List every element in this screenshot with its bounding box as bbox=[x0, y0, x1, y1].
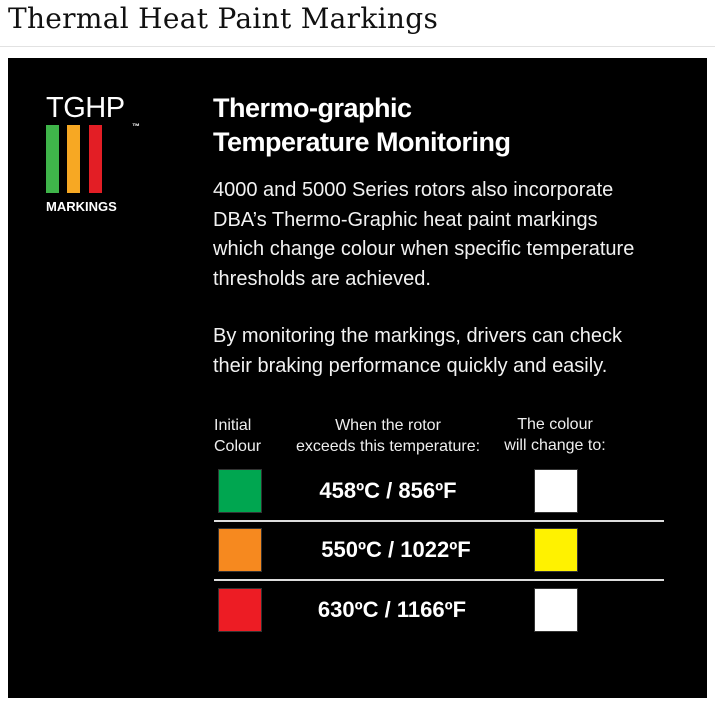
temperature-threshold: 550ºC / 1022ºF bbox=[321, 537, 471, 562]
new-colour-swatch bbox=[534, 469, 578, 513]
logo-bar-green bbox=[46, 125, 59, 193]
header-line: Colour bbox=[214, 438, 262, 455]
tghp-infographic: TGHP ™ MARKINGS Thermo-graphic Temperatu… bbox=[8, 58, 707, 698]
text-line: By monitoring the markings, drivers can … bbox=[213, 325, 623, 347]
header-line: When the rotor bbox=[335, 417, 441, 434]
trademark: ™ bbox=[132, 122, 140, 131]
header-initial-colour: Initial Colour bbox=[214, 415, 261, 457]
text-line: thresholds are achieved. bbox=[213, 267, 431, 290]
header-line: will change to: bbox=[504, 437, 606, 454]
logo-bar-orange bbox=[67, 125, 80, 193]
paragraph-2: By monitoring the markings, drivers can … bbox=[213, 322, 622, 381]
logo-subtitle: MARKINGS bbox=[46, 199, 117, 214]
temperature-threshold: 458ºC / 856ºF bbox=[319, 478, 457, 503]
row-divider bbox=[214, 579, 664, 581]
heading: Thermo-graphic Temperature Monitoring bbox=[213, 91, 511, 159]
initial-colour-swatch bbox=[218, 588, 262, 632]
text-line: their braking performance quickly and ea… bbox=[213, 354, 608, 377]
header-line: Initial bbox=[214, 417, 252, 434]
temperature-threshold: 630ºC / 1166ºF bbox=[317, 597, 467, 622]
header-line: exceeds this temperature: bbox=[295, 438, 481, 455]
logo-text: TGHP bbox=[46, 92, 125, 124]
header-temperature: When the rotor exceeds this temperature: bbox=[278, 415, 498, 457]
initial-colour-swatch bbox=[218, 528, 262, 572]
text-line: which change colour when specific temper… bbox=[213, 238, 635, 260]
new-colour-swatch bbox=[534, 528, 578, 572]
heading-line: Thermo-graphic bbox=[213, 93, 412, 123]
page-title: Thermal Heat Paint Markings bbox=[8, 2, 439, 35]
new-colour-swatch bbox=[534, 588, 578, 632]
heading-line: Temperature Monitoring bbox=[213, 127, 511, 157]
initial-colour-swatch bbox=[218, 469, 262, 513]
row-divider bbox=[214, 520, 664, 522]
text-line: 4000 and 5000 Series rotors also incorpo… bbox=[213, 179, 614, 201]
logo-bar-red bbox=[89, 125, 102, 193]
text-line: DBA’s Thermo-Graphic heat paint markings bbox=[213, 208, 598, 231]
paragraph-1: 4000 and 5000 Series rotors also incorpo… bbox=[213, 176, 634, 294]
header-line: The colour bbox=[517, 416, 593, 433]
divider bbox=[0, 46, 715, 47]
header-new-colour: The colour will change to: bbox=[490, 414, 620, 456]
